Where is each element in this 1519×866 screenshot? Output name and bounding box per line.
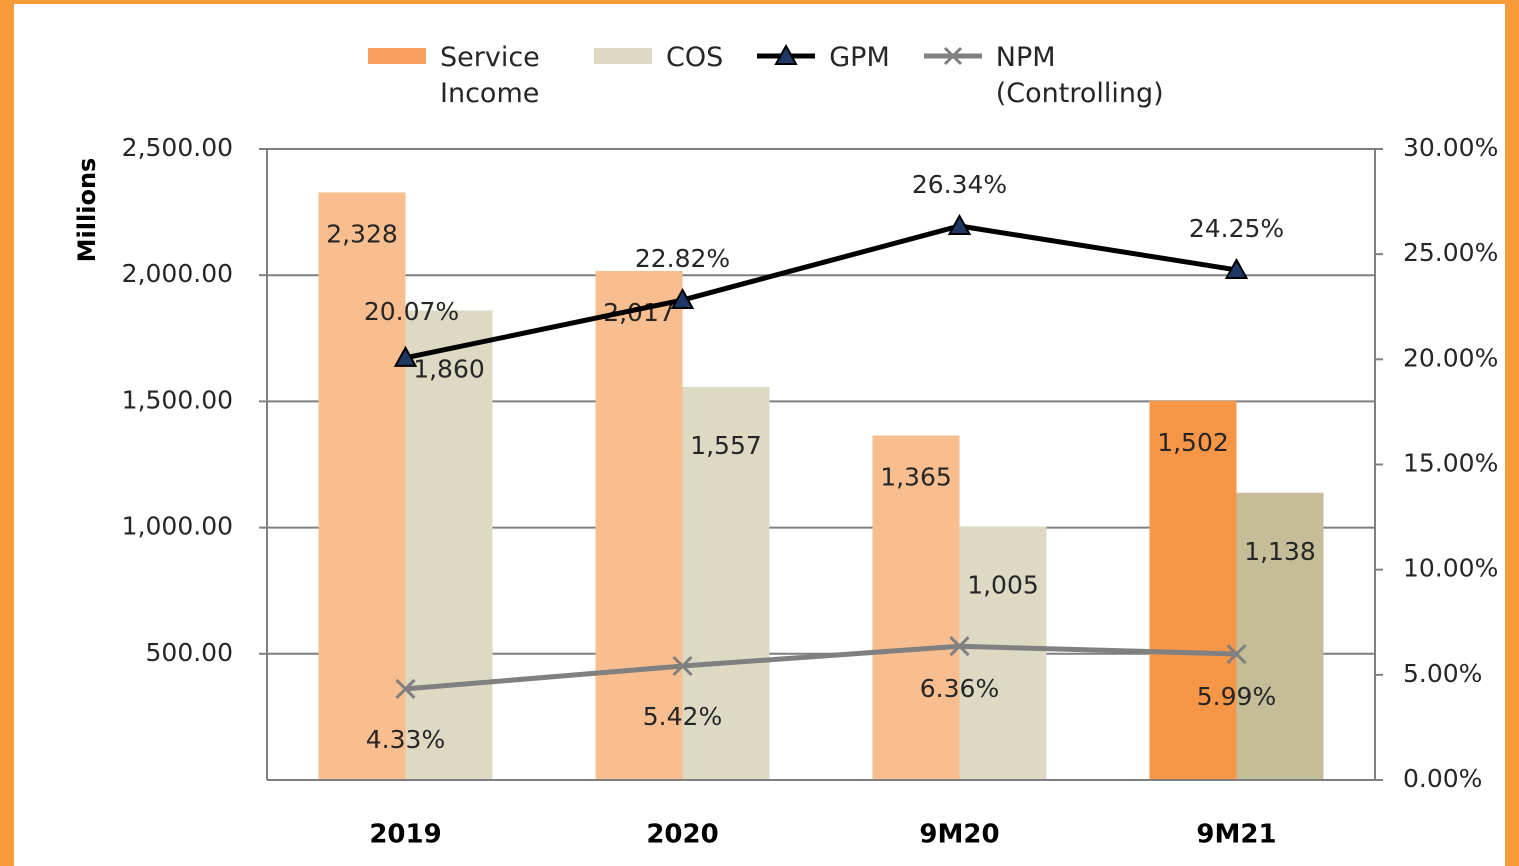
bar (1236, 492, 1324, 780)
line (405, 643, 1237, 692)
legend: Service Income COS GPM NPM (Controlling) (368, 40, 1205, 112)
x-tick-label: 9M21 (1196, 820, 1276, 850)
legend-swatch (757, 43, 816, 65)
y-tick-label: 1,000.00 (122, 512, 233, 541)
legend-item: GPM (757, 40, 890, 112)
bar-value-label: 1,557 (690, 431, 762, 460)
marker (947, 213, 972, 235)
bar-value-label: 2,328 (326, 219, 398, 248)
legend-swatch-rect (368, 48, 426, 64)
bar-value-label: 1,365 (880, 462, 952, 491)
line-value-label: 26.34% (912, 170, 1007, 199)
marker (393, 345, 418, 367)
marker (670, 287, 695, 310)
legend-item: NPM (Controlling) (923, 40, 1171, 112)
bar (872, 435, 960, 780)
y-tick-label: 1,500.00 (122, 385, 233, 414)
bar (682, 387, 770, 780)
legend-swatch (923, 46, 982, 66)
y-axis-label: Millions (73, 158, 101, 263)
x-tick-label: 2020 (646, 820, 718, 850)
legend-swatch-rect (594, 48, 652, 64)
y2-tick-label: 25.00% (1403, 238, 1498, 267)
bar (595, 270, 683, 780)
legend-item: Service Income (368, 40, 560, 112)
line-value-label: 24.25% (1189, 214, 1284, 243)
bar-value-label: 1,138 (1244, 537, 1316, 566)
y-tick-label: 2,500.00 (122, 133, 233, 162)
marker (395, 678, 416, 699)
line-value-label: 22.82% (635, 244, 730, 273)
legend-label: COS (666, 42, 724, 73)
y2-tick-label: 15.00% (1403, 449, 1498, 478)
legend-item: COS (594, 40, 723, 112)
marker (672, 655, 693, 677)
line-value-label: 6.36% (920, 674, 999, 703)
legend-label: Service Income (440, 42, 540, 109)
legend-label: GPM (829, 42, 890, 73)
bar (959, 526, 1047, 780)
line (404, 223, 1237, 361)
marker (949, 636, 970, 657)
bar-value-label: 1,502 (1157, 428, 1229, 457)
bar (405, 310, 493, 780)
legend-swatch (594, 48, 652, 64)
bar (1149, 400, 1237, 780)
y-tick-label: 500.00 (146, 638, 233, 667)
y2-tick-label: 20.00% (1403, 343, 1498, 372)
y2-tick-label: 10.00% (1403, 554, 1498, 583)
y-tick-label: 2,000.00 (122, 259, 233, 288)
x-tick-label: 2019 (369, 820, 441, 850)
line-value-label: 5.42% (643, 702, 722, 731)
legend-swatch (368, 48, 426, 64)
marker (1226, 643, 1247, 665)
y2-tick-label: 5.00% (1403, 659, 1482, 688)
line-value-label: 5.99% (1197, 682, 1276, 711)
x-tick-label: 9M20 (919, 820, 999, 850)
bar-value-label: 1,860 (413, 355, 485, 384)
bar-value-label: 1,005 (967, 570, 1039, 599)
y2-tick-label: 30.00% (1403, 133, 1498, 162)
bar (318, 192, 406, 781)
legend-label: NPM (Controlling) (995, 42, 1164, 109)
legend-swatch-marker (943, 46, 962, 66)
line-value-label: 20.07% (364, 297, 459, 326)
line-value-label: 4.33% (366, 725, 445, 754)
y2-tick-label: 0.00% (1403, 764, 1482, 793)
marker (1224, 257, 1249, 279)
legend-swatch-marker (774, 43, 798, 65)
